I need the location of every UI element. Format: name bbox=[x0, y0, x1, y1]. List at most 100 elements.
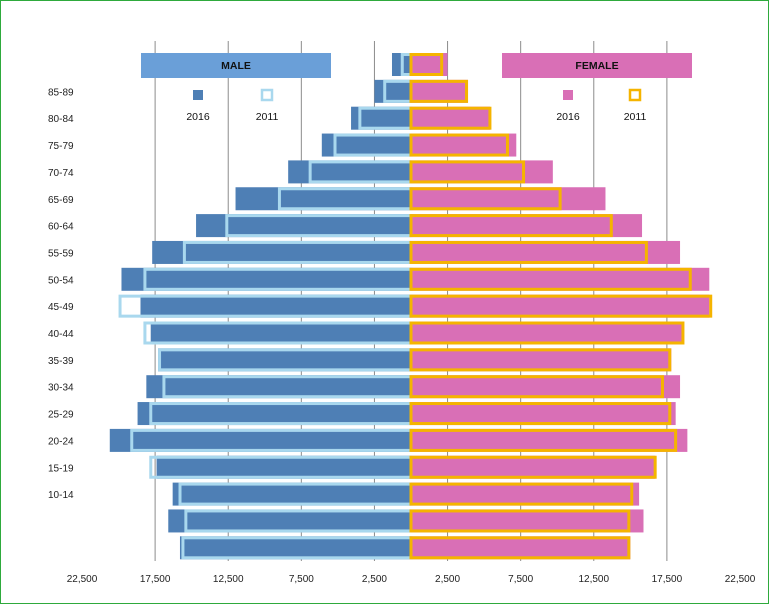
male-2016-bar-5-9 bbox=[168, 509, 411, 533]
female-2016-bar-75-79 bbox=[411, 133, 517, 157]
legend-male-2011-label: 2011 bbox=[256, 111, 279, 123]
age-label-10-14: 10-14 bbox=[48, 490, 74, 501]
age-label-45-49: 45-49 bbox=[48, 302, 74, 313]
female-2016-bar-20-24 bbox=[411, 428, 688, 452]
age-label-75-79: 75-79 bbox=[48, 141, 74, 152]
age-label-65-69: 65-69 bbox=[48, 195, 74, 206]
female-2016-bar-35-39 bbox=[411, 348, 672, 372]
age-label-70-74: 70-74 bbox=[48, 168, 74, 179]
female-header-label: FEMALE bbox=[575, 60, 618, 72]
male-2016-bar-25-29 bbox=[137, 402, 411, 426]
age-label-85-89: 85-89 bbox=[48, 87, 74, 98]
age-label-15-19: 15-19 bbox=[48, 463, 74, 474]
female-2016-bar-25-29 bbox=[411, 402, 676, 426]
age-label-30-34: 30-34 bbox=[48, 383, 74, 394]
female-2016-bar-0-4 bbox=[411, 536, 631, 560]
age-label-60-64: 60-64 bbox=[48, 222, 74, 233]
legend: 2016 2011 2016 2011 bbox=[186, 88, 647, 123]
legend-male-2016-label: 2016 bbox=[186, 111, 210, 123]
male-2016-bar-85-89 bbox=[374, 79, 411, 103]
label-layer: 85-89 80-84 75-79 70-74 65-69 60-64 55-59 50-54… bbox=[48, 87, 756, 585]
female-2016-bar-40-44 bbox=[411, 321, 683, 345]
female-2016-bar-45-49 bbox=[411, 294, 710, 318]
female-2011-bar-70-74 bbox=[409, 160, 526, 184]
legend-female-2016-label: 2016 bbox=[556, 111, 580, 123]
male-2016-bar-50-54 bbox=[121, 267, 411, 291]
x-tick-5: 2,500 bbox=[435, 574, 460, 585]
male-2016-bar-45-49 bbox=[140, 294, 411, 318]
female-2011-bar-0-4 bbox=[409, 536, 631, 560]
age-label-40-44: 40-44 bbox=[48, 329, 74, 340]
female-2011-bar-55-59 bbox=[409, 240, 648, 264]
female-2011-bar-50-54 bbox=[409, 267, 692, 291]
female-2011-bar-20-24 bbox=[409, 428, 678, 452]
male-2016-bar-35-39 bbox=[158, 348, 411, 372]
male-2016-bar-70-74 bbox=[288, 160, 411, 184]
female-2016-bar-15-19 bbox=[411, 455, 656, 479]
male-2016-bar-0-4 bbox=[179, 536, 411, 560]
female-2011-bar-90+ bbox=[409, 53, 444, 76]
legend-female-2011-label: 2011 bbox=[624, 111, 647, 123]
female-2016-bar-65-69 bbox=[411, 187, 606, 211]
male-2016-bar-30-34 bbox=[146, 375, 412, 399]
legend-male-2016-swatch bbox=[193, 90, 203, 100]
female-2016-bar-30-34 bbox=[411, 375, 681, 399]
female-2011-bar-15-19 bbox=[409, 455, 657, 479]
male-2016-bar-75-79 bbox=[321, 133, 411, 157]
male-header-label: MALE bbox=[221, 60, 251, 72]
x-tick-7: 12,500 bbox=[578, 574, 609, 585]
male-2016-bar-10-14 bbox=[172, 482, 411, 506]
female-2011-bar-35-39 bbox=[409, 348, 672, 372]
legend-female-2016-swatch bbox=[563, 90, 573, 100]
x-tick-4: 2,500 bbox=[362, 574, 387, 585]
female-2011-bar-85-89 bbox=[409, 79, 469, 103]
x-tick-8: 17,500 bbox=[652, 574, 683, 585]
male-header-box bbox=[141, 53, 331, 78]
female-2016-bar-70-74 bbox=[411, 160, 553, 184]
female-2011-bar-75-79 bbox=[409, 133, 509, 157]
female-2016-bar-90+ bbox=[411, 53, 448, 76]
female-2011-bar-40-44 bbox=[409, 321, 685, 345]
female-header-box bbox=[502, 53, 692, 78]
male-2016-bar-55-59 bbox=[152, 240, 412, 264]
age-label-25-29: 25-29 bbox=[48, 410, 74, 421]
age-label-20-24: 20-24 bbox=[48, 436, 74, 447]
male-2016-bar-40-44 bbox=[150, 321, 412, 345]
female-2011-bar-30-34 bbox=[409, 375, 664, 399]
age-label-55-59: 55-59 bbox=[48, 248, 74, 259]
female-2011-bar-45-49 bbox=[409, 294, 713, 318]
x-tick-0: 22,500 bbox=[67, 574, 98, 585]
header-layer: MALE FEMALE bbox=[141, 53, 692, 78]
male-2016-bar-65-69 bbox=[235, 187, 411, 211]
x-tick-2: 12,500 bbox=[213, 574, 244, 585]
age-label-80-84: 80-84 bbox=[48, 114, 74, 125]
female-2011-bar-10-14 bbox=[409, 482, 634, 506]
female-2016-bar-55-59 bbox=[411, 240, 681, 264]
female-2016-bar-10-14 bbox=[411, 482, 640, 506]
female-2011-bar-5-9 bbox=[409, 509, 631, 533]
female-2016-bar-50-54 bbox=[411, 267, 710, 291]
female-2011-bar-80-84 bbox=[409, 106, 492, 130]
x-tick-6: 7,500 bbox=[508, 574, 533, 585]
female-2016-bar-5-9 bbox=[411, 509, 644, 533]
age-label-50-54: 50-54 bbox=[48, 275, 74, 286]
female-2011-bar-65-69 bbox=[409, 187, 562, 211]
male-2016-bar-20-24 bbox=[109, 428, 411, 452]
bar-layer bbox=[109, 53, 713, 560]
female-2011-bar-25-29 bbox=[409, 402, 672, 426]
x-tick-9: 22,500 bbox=[725, 574, 756, 585]
legend-female-2011-swatch bbox=[628, 88, 642, 102]
male-2016-bar-15-19 bbox=[156, 455, 411, 479]
legend-male-2011-swatch bbox=[260, 88, 274, 102]
male-2016-bar-60-64 bbox=[196, 214, 411, 238]
female-2016-bar-80-84 bbox=[411, 106, 490, 130]
x-tick-3: 7,500 bbox=[289, 574, 314, 585]
female-2011-bar-60-64 bbox=[409, 214, 613, 238]
x-tick-1: 17,500 bbox=[140, 574, 171, 585]
male-2016-bar-80-84 bbox=[351, 106, 411, 130]
female-2016-bar-85-89 bbox=[411, 79, 469, 103]
female-2016-bar-60-64 bbox=[411, 214, 643, 238]
age-label-35-39: 35-39 bbox=[48, 356, 74, 367]
